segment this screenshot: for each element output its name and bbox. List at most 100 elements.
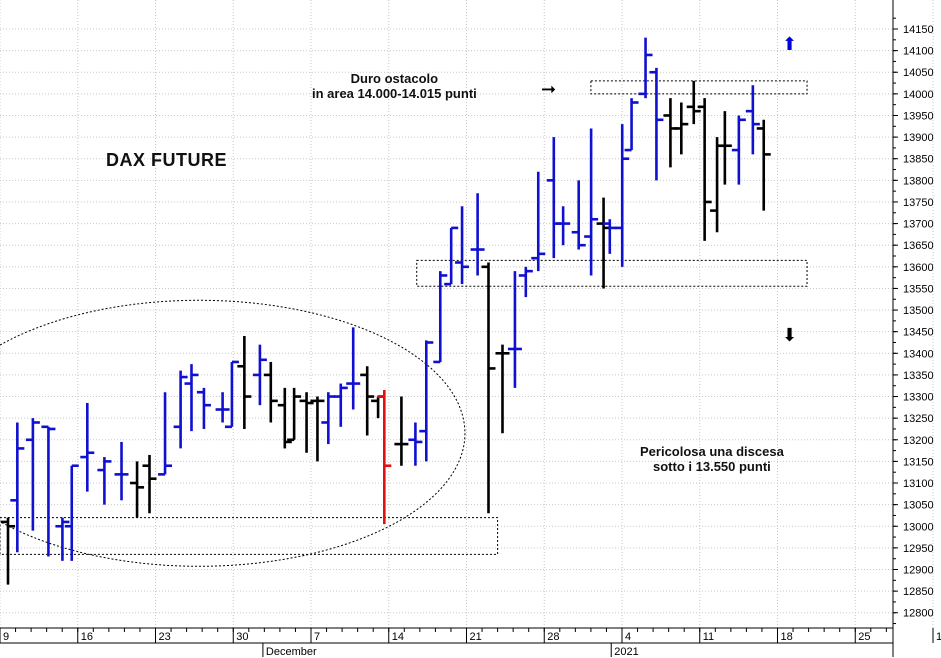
resistance-annotation-line2: in area 14.000-14.015 punti (312, 86, 477, 101)
x-tick-label: 18 (781, 631, 793, 643)
ohlc-bar (433, 271, 448, 364)
y-tick-label: 12950 (903, 543, 934, 555)
arrow-down-icon: ⬇ (782, 325, 798, 346)
x-tick-label: 28 (547, 631, 559, 643)
ohlc-bar (649, 67, 664, 181)
ohlc-bar (25, 418, 40, 531)
ohlc-bar (360, 366, 375, 436)
ohlc-bar (584, 128, 599, 276)
y-tick-label: 13400 (903, 348, 934, 360)
y-tick-label: 13000 (903, 521, 934, 533)
ohlc-bar (518, 266, 533, 298)
ohlc-bar (158, 392, 173, 476)
ohlc-bar (310, 396, 325, 462)
ohlc-bar (444, 226, 459, 286)
ohlc-bar (710, 137, 725, 233)
ohlc-bar (697, 98, 712, 241)
arrow-up-icon: ⬆ (782, 34, 798, 55)
ohlc-bar (224, 360, 239, 429)
ohlc-bar (394, 396, 409, 466)
ohlc-bar (55, 517, 70, 561)
y-tick-label: 13500 (903, 305, 934, 317)
zone-boxes (0, 80, 808, 555)
ohlc-bar (615, 124, 630, 267)
x-tick-label: 16 (81, 631, 93, 643)
y-tick-label: 13950 (903, 110, 934, 122)
x-tick-label: 21 (470, 631, 482, 643)
ohlc-bar (731, 115, 746, 185)
ohlc-bar (455, 206, 470, 285)
ohlc-bar (114, 441, 129, 501)
y-tick-label: 13700 (903, 219, 934, 231)
ohlc-bar (408, 422, 423, 466)
ohlc-bar (624, 98, 639, 152)
support-annotation: Pericolosa una discesa sotto i 13.550 pu… (640, 444, 784, 474)
ohlc-bar (495, 344, 510, 434)
x-tick-label: 11 (703, 631, 714, 643)
ohlc-bar (602, 219, 617, 254)
ohlc-bar (507, 271, 522, 388)
ohlc-bar (371, 395, 386, 419)
chart-title: DAX FUTURE (106, 150, 227, 170)
ohlc-bar (481, 262, 496, 514)
y-tick-label: 13800 (903, 175, 934, 187)
ohlc-bar (263, 361, 278, 423)
y-tick-label: 13450 (903, 327, 934, 339)
ohlc-bar (556, 206, 571, 246)
ohlc-bar (546, 137, 561, 259)
ohlc-bar (97, 457, 112, 505)
y-tick-label: 13900 (903, 132, 934, 144)
y-tick-label: 14050 (903, 67, 934, 79)
y-tick-label: 13350 (903, 370, 934, 382)
zone-box (416, 259, 808, 287)
y-tick-label: 13150 (903, 456, 934, 468)
y-tick-label: 14000 (903, 89, 934, 101)
y-axis-ticks: 14150 14100 14050 14000 13950 13900 13850 13800… (893, 17, 934, 625)
ohlc-bar (215, 392, 230, 423)
x-tick-label: 9 (3, 631, 9, 643)
ohlc-bar (470, 193, 485, 276)
ohlc-bar (674, 102, 689, 155)
y-tick-label: 13550 (903, 283, 934, 295)
chart-grid (0, 0, 934, 628)
resistance-annotation-line1: Duro ostacolo (350, 71, 439, 86)
month-label: 2021 (614, 646, 638, 658)
ohlc-bar (196, 387, 211, 429)
ohlc-bar (252, 344, 267, 406)
ohlc-bar (686, 80, 701, 125)
zone-box (0, 517, 499, 555)
ohlc-bar (756, 119, 771, 211)
y-tick-label: 14100 (903, 46, 934, 58)
ohlc-bar (41, 425, 56, 557)
ohlc-bar (745, 85, 760, 155)
ohlc-bar (80, 403, 95, 492)
range-ellipse (0, 299, 466, 567)
ohlc-bar (237, 336, 252, 429)
x-axis-ticks: 9162330714212841118251December2021Feb (0, 628, 941, 658)
ohlc-bar (64, 464, 79, 561)
month-label: December (266, 646, 317, 658)
ohlc-bar (333, 383, 348, 427)
ohlc-bar (184, 364, 199, 432)
ohlc-bar (419, 340, 434, 462)
y-tick-label: 14150 (903, 24, 934, 36)
y-tick-label: 12850 (903, 586, 934, 598)
ohlc-bar (531, 171, 546, 272)
ohlc-bar (173, 370, 188, 449)
ohlc-bar (346, 327, 361, 410)
ohlc-bar (287, 387, 302, 442)
y-tick-label: 13250 (903, 413, 934, 425)
x-tick-label: 25 (858, 631, 870, 643)
support-annotation-line2: sotto i 13.550 punti (653, 459, 771, 474)
ohlc-bar (299, 392, 314, 453)
ohlc-bar (142, 454, 157, 514)
zone-box (590, 80, 808, 95)
x-tick-label: 30 (236, 631, 248, 643)
arrow-right-icon: ➞ (541, 79, 557, 100)
ohlc-bar (571, 180, 586, 250)
y-tick-label: 13600 (903, 262, 934, 274)
y-tick-label: 13650 (903, 240, 934, 252)
y-tick-label: 13750 (903, 197, 934, 209)
ohlc-bar (377, 390, 392, 525)
